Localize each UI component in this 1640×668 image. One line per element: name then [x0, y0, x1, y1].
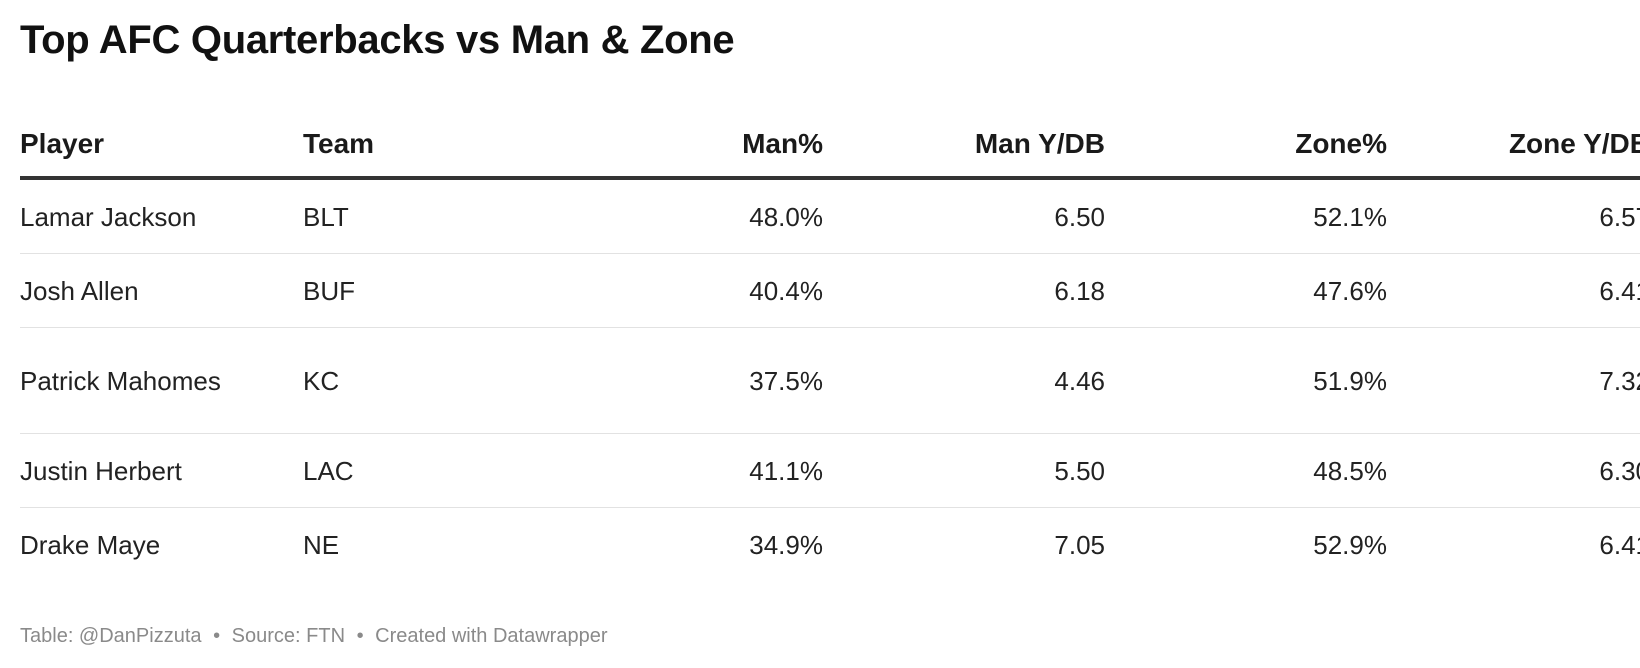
cell-man-ydb: 6.18	[823, 253, 1105, 328]
cell-man-pct: 40.4%	[523, 253, 823, 328]
cell-player: Drake Maye	[20, 529, 161, 560]
cell-player: Lamar Jackson	[20, 178, 303, 254]
cell-man-pct: 48.0%	[523, 178, 823, 254]
table-row: Josh Allen BUF 40.4% 6.18 47.6% 6.41	[20, 253, 1640, 328]
cell-zone-pct: 52.1%	[1105, 178, 1387, 254]
column-header-man-pct[interactable]: Man%	[523, 112, 823, 180]
cell-player: Josh Allen	[20, 253, 303, 328]
chart-title: Top AFC Quarterbacks vs Man & Zone	[20, 18, 735, 62]
cell-team: LAC	[303, 433, 523, 508]
cell-zone-ydb: 6.41	[1387, 253, 1640, 328]
footer-separator: •	[356, 625, 364, 647]
cell-zone-ydb: 6.57	[1387, 178, 1640, 254]
column-header-man-ydb[interactable]: Man Y/DB	[823, 112, 1105, 180]
cell-zone-ydb: 7.32	[1387, 327, 1640, 434]
cell-team: NE	[303, 529, 340, 560]
table-row: Justin Herbert LAC 41.1% 5.50 48.5% 6.30	[20, 433, 1640, 508]
cell-player: Justin Herbert	[20, 433, 303, 508]
cell-zone-ydb: 6.30	[1387, 433, 1640, 508]
cell-man-ydb: 7.05	[1054, 529, 1105, 560]
data-table-container: Player Team Man% Man Y/DB Zone% Zone Y/D…	[20, 112, 1640, 581]
column-header-zone-ydb[interactable]: Zone Y/DB	[1387, 112, 1640, 180]
cell-man-ydb: 5.50	[823, 433, 1105, 508]
cell-zone-pct: 47.6%	[1105, 253, 1387, 328]
footer-source: Source: FTN	[231, 625, 346, 647]
cell-man-pct: 37.5%	[523, 327, 823, 434]
cell-team: BLT	[303, 178, 523, 254]
footer-created-with[interactable]: Created with Datawrapper	[375, 625, 608, 647]
column-header-player[interactable]: Player	[20, 112, 303, 180]
cell-zone-pct: 52.9%	[1313, 529, 1387, 560]
table-row: Patrick Mahomes KC 37.5% 4.46 51.9% 7.32	[20, 327, 1640, 434]
cell-man-pct: 41.1%	[523, 433, 823, 508]
column-header-zone-pct[interactable]: Zone%	[1105, 112, 1387, 180]
cell-zone-ydb: 6.41	[1599, 529, 1640, 560]
footer-credit: Table: @DanPizzuta	[20, 625, 202, 647]
cell-man-ydb: 6.50	[823, 178, 1105, 254]
footer-separator: •	[213, 625, 221, 647]
header-row: Player Team Man% Man Y/DB Zone% Zone Y/D…	[20, 112, 1640, 180]
data-table: Player Team Man% Man Y/DB Zone% Zone Y/D…	[20, 112, 1640, 581]
cell-team: BUF	[303, 253, 523, 328]
footer-notes: Table: @DanPizzuta • Source: FTN • Creat…	[20, 625, 608, 648]
cell-man-ydb: 4.46	[823, 327, 1105, 434]
column-header-team[interactable]: Team	[303, 112, 523, 180]
table-row: Drake Maye NE 34.9% 7.05 52.9% 6.41	[20, 508, 1640, 582]
cell-team: KC	[303, 327, 523, 434]
cell-zone-pct: 51.9%	[1105, 327, 1387, 434]
cell-player: Patrick Mahomes	[20, 327, 303, 434]
cell-man-pct: 34.9%	[749, 529, 823, 560]
table-row: Lamar Jackson BLT 48.0% 6.50 52.1% 6.57	[20, 178, 1640, 254]
cell-zone-pct: 48.5%	[1105, 433, 1387, 508]
